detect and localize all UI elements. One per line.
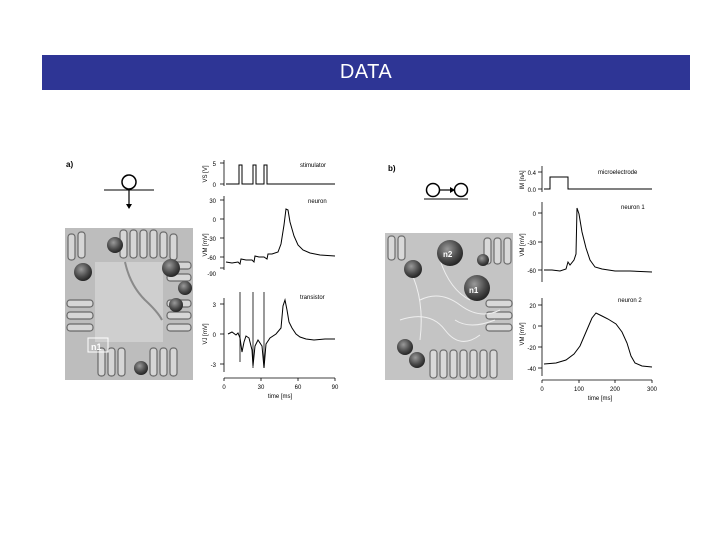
ylabel-b-n2: VM [mV] xyxy=(520,322,526,345)
ytick-b-micro-04: 0.4 xyxy=(528,171,537,177)
x-axis-a: 0 30 60 90 time [ms] xyxy=(222,377,339,400)
xtick-a-30: 30 xyxy=(258,385,265,391)
xlabel-b: time [ms] xyxy=(588,396,613,402)
panel-b-label: b) xyxy=(388,164,396,173)
ylabel-a-trans: VJ [mV] xyxy=(203,323,209,344)
xlabel-a: time [ms] xyxy=(268,394,293,400)
ytick-b-n1-0: 0 xyxy=(533,212,537,218)
photo-a-cell-label: n1 xyxy=(91,342,102,352)
xtick-a-90: 90 xyxy=(332,385,339,391)
neuron-transistor-schematic-icon xyxy=(104,174,154,209)
ylabel-a-stim: VS [V] xyxy=(203,165,209,182)
photo-b-label-n1: n1 xyxy=(469,286,479,295)
x-axis-b: 0 100 200 300 time [ms] xyxy=(540,379,658,402)
xtick-b-200: 200 xyxy=(610,387,621,393)
plot-label-transistor: transistor xyxy=(300,295,325,301)
xtick-b-300: 300 xyxy=(647,387,658,393)
photo-b-label-n2: n2 xyxy=(443,250,453,259)
neuron-chip-micrograph-b: n2 n1 xyxy=(385,233,513,380)
ytick-b-micro-00: 0.0 xyxy=(528,188,537,194)
plot-label-neuron: neuron xyxy=(308,199,327,205)
plot-b-microelectrode: 0.4 0.0 IM [nA] microelectrode xyxy=(520,166,652,194)
ytick-a-stim-0: 0 xyxy=(213,183,217,189)
ylabel-b-n1: VM [mV] xyxy=(520,233,526,256)
ytick-b-n1-m30: -30 xyxy=(527,241,536,247)
ytick-a-stim-5: 5 xyxy=(213,162,217,168)
xtick-b-0: 0 xyxy=(540,387,544,393)
plot-a-transistor: 3 0 -3 VJ [mV] transistor xyxy=(203,292,335,372)
plot-a-stimulator: 5 0 VS [V] stimulator xyxy=(203,160,335,189)
ytick-b-n2-0: 0 xyxy=(533,325,537,331)
ytick-a-neuron-m60: -60 xyxy=(207,256,216,262)
plot-b-neuron1: 0 -30 -60 VM [mV] neuron 1 xyxy=(520,202,653,282)
ytick-a-trans-3: 3 xyxy=(213,303,217,309)
ytick-a-neuron-m90: -90 xyxy=(207,272,216,278)
xtick-b-100: 100 xyxy=(574,387,585,393)
slide-title-bar: DATA xyxy=(42,55,690,90)
ytick-a-neuron-30: 30 xyxy=(209,199,216,205)
plot-label-neuron1: neuron 1 xyxy=(621,205,645,211)
slide-title: DATA xyxy=(339,61,393,83)
neuron-chip-micrograph-a: n1 xyxy=(65,228,193,380)
ytick-a-trans-m3: -3 xyxy=(211,363,217,369)
plot-b-neuron2: 20 0 -20 -40 VM [mV] neuron 2 xyxy=(520,298,653,376)
ytick-a-trans-0: 0 xyxy=(213,333,217,339)
ytick-a-neuron-m30: -30 xyxy=(207,237,216,243)
ylabel-a-neuron: VM [mV] xyxy=(203,233,209,256)
plot-label-microelectrode: microelectrode xyxy=(598,170,638,176)
ytick-b-n2-20: 20 xyxy=(529,304,536,310)
ytick-b-n1-m60: -60 xyxy=(527,269,536,275)
ylabel-b-micro: IM [nA] xyxy=(520,170,526,189)
neuron-pair-schematic-icon xyxy=(424,182,469,200)
plot-label-neuron2: neuron 2 xyxy=(618,298,642,304)
plot-label-stimulator: stimulator xyxy=(300,163,326,169)
plot-a-neuron: 30 0 -30 -60 -90 VM [mV] neuron xyxy=(203,196,336,278)
ytick-b-n2-m20: -20 xyxy=(527,346,536,352)
panel-a-label: a) xyxy=(66,160,73,169)
xtick-a-0: 0 xyxy=(222,385,226,391)
ytick-a-neuron-0: 0 xyxy=(213,218,217,224)
ytick-b-n2-m40: -40 xyxy=(527,367,536,373)
xtick-a-60: 60 xyxy=(295,385,302,391)
